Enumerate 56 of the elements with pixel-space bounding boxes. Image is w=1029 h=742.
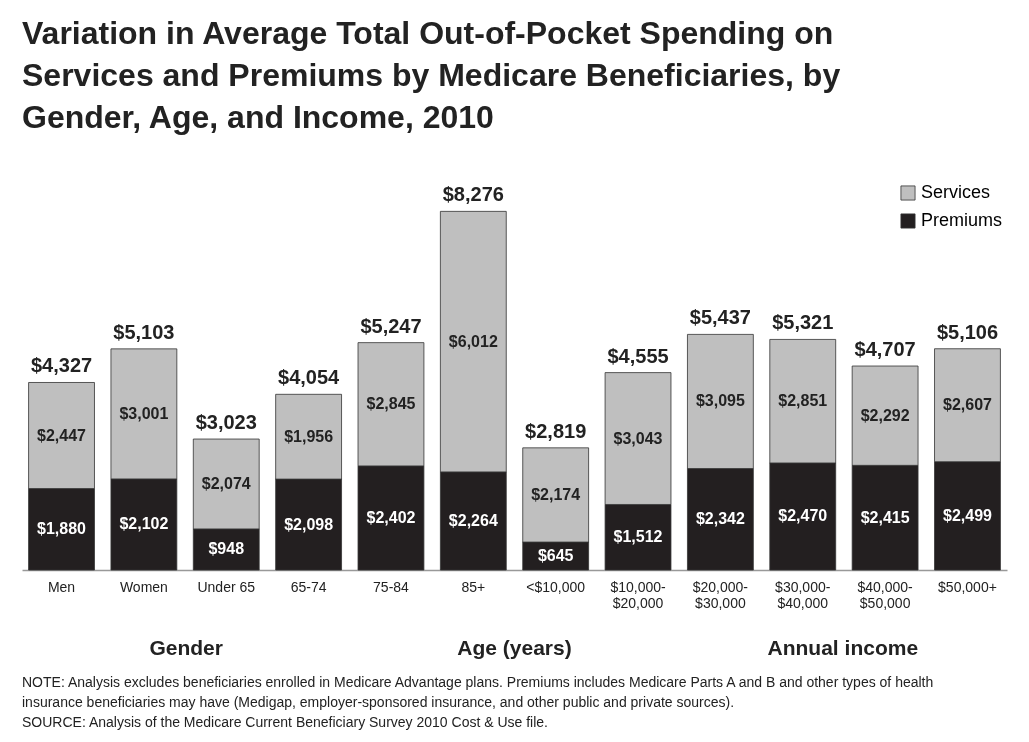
total-label: $5,437	[689, 306, 751, 329]
data-label: $6,012	[448, 332, 498, 350]
legend-label: Premiums	[921, 210, 1003, 230]
x-tick-label: 85+	[461, 578, 486, 595]
text: Age (years)	[456, 636, 573, 660]
total-label: $3,023	[195, 411, 257, 434]
data-label: $2,342	[695, 510, 745, 528]
chart-title: Variation in Average Total Out-of-Pocket Spending on Services and Premiums by Medicare Beneficiaries, by Gender, Age, and Income, 2010	[22, 14, 842, 137]
total-label: $2,819	[525, 419, 587, 442]
data-label: $3,001	[119, 404, 169, 422]
data-label: $2,074	[201, 474, 251, 492]
data-label: $2,470	[778, 507, 828, 525]
data-label: $645	[537, 547, 574, 565]
data-label: $2,264	[448, 511, 498, 529]
text: Annual income	[766, 636, 920, 660]
data-label: $948	[208, 540, 245, 558]
x-tick-label: $50,000+	[938, 578, 997, 595]
x-tick-label: $20,000-$30,000	[692, 578, 749, 611]
total-label: $4,707	[854, 338, 916, 361]
total-label: $5,103	[113, 320, 175, 343]
total-label: $5,247	[360, 314, 422, 337]
data-label: $1,512	[613, 528, 663, 546]
data-label: $2,402	[366, 508, 416, 526]
total-label: $4,327	[30, 354, 93, 377]
x-tick-label: $10,000-$20,000	[610, 578, 666, 611]
legend-label: Services	[921, 182, 991, 202]
data-label: $2,292	[860, 406, 910, 424]
data-label: $2,415	[860, 508, 910, 526]
data-label: $2,447	[37, 426, 87, 444]
x-tick-label: $30,000-$40,000	[775, 578, 831, 611]
total-label: $4,054	[278, 366, 341, 389]
data-label: $2,607	[943, 396, 993, 414]
source-note: SOURCE: Analysis of the Medicare Current Beneficiary Survey 2010 Cost & Use file.	[22, 713, 549, 732]
x-tick-label: <$10,000	[526, 578, 586, 595]
total-label: $8,276	[442, 183, 504, 206]
data-label: $2,098	[284, 515, 334, 533]
data-label: $2,499	[943, 506, 993, 524]
x-tick-label: 75-84	[373, 578, 410, 595]
total-label: $4,555	[607, 344, 669, 367]
data-label: $3,095	[695, 392, 745, 410]
x-tick-label: Women	[119, 578, 168, 595]
total-label: $5,321	[772, 311, 834, 334]
data-label: $2,102	[119, 515, 169, 533]
data-label: $2,174	[531, 485, 581, 503]
data-label: $3,043	[613, 429, 663, 447]
text: NOTE: Analysis excludes beneficiaries enrolled in Medicare Advantage plans. Premiums includes Medicare Parts A and B and other types of health insurance beneficiaries may have (Medigap, employer-sponsored insurance, and other public and private sources).	[22, 673, 935, 712]
total-label: $5,106	[936, 320, 999, 343]
data-label: $1,956	[284, 427, 334, 445]
text: Gender	[148, 636, 224, 660]
data-label: $1,880	[37, 520, 87, 538]
x-tick-label: Under 65	[197, 578, 256, 595]
x-tick-label: $40,000-$50,000	[857, 578, 914, 611]
data-label: $2,845	[366, 395, 416, 413]
x-tick-label: Men	[47, 578, 76, 595]
data-label: $2,851	[778, 392, 828, 410]
x-tick-label: 65-74	[290, 578, 327, 595]
